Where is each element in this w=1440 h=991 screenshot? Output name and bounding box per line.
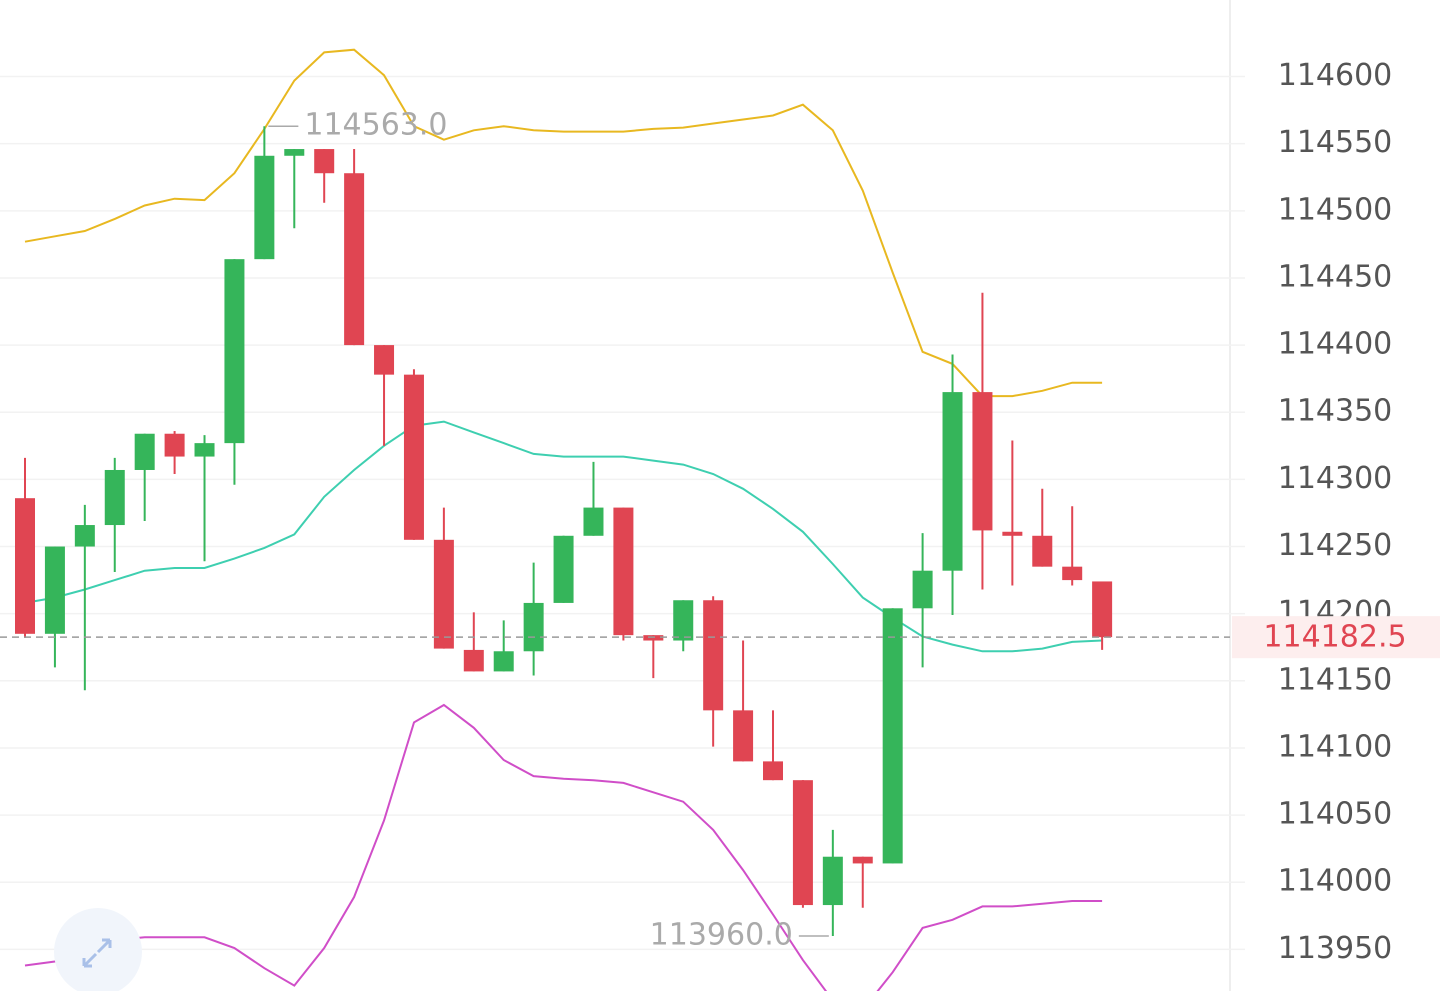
candle-body	[1002, 531, 1023, 536]
candle-body	[1092, 581, 1113, 638]
candle-body	[433, 539, 454, 649]
candle-body	[583, 507, 604, 536]
candle-body	[254, 155, 275, 260]
candle-body	[493, 651, 514, 672]
candle-body	[44, 546, 65, 634]
candle-body	[792, 780, 813, 906]
candle-body	[104, 469, 125, 526]
last-price-tag	[1232, 616, 1440, 659]
y-tick-label: 114100	[1278, 729, 1393, 764]
y-tick-label: 114250	[1278, 528, 1393, 563]
candle-body	[374, 345, 395, 375]
candle-body	[673, 600, 694, 641]
y-tick-label: 114500	[1278, 192, 1393, 227]
candle-body	[314, 149, 335, 174]
candle-body	[972, 392, 993, 531]
y-tick-label: 114000	[1278, 864, 1393, 899]
y-tick-label: 114350	[1278, 394, 1393, 429]
y-tick-label: 114300	[1278, 461, 1393, 496]
candle-body	[224, 259, 245, 444]
candle-body	[284, 149, 305, 156]
candle-body	[523, 602, 544, 652]
expand-button[interactable]	[54, 908, 142, 991]
min-label: 113960.0	[650, 917, 793, 952]
candle-body	[134, 433, 155, 470]
candle-body	[194, 443, 215, 457]
band-line	[24, 703, 1103, 991]
candle-body	[1062, 566, 1083, 581]
candle-body	[613, 507, 634, 636]
candle-body	[852, 856, 873, 864]
candle-body	[553, 535, 574, 603]
candle-body	[344, 173, 365, 346]
candle-body	[1032, 535, 1053, 567]
candle-body	[74, 525, 95, 547]
candle-body	[942, 392, 963, 571]
expand-circle[interactable]	[54, 908, 142, 991]
candle-body	[403, 374, 424, 540]
candle-body	[822, 856, 843, 906]
expand-icon[interactable]	[82, 938, 112, 968]
band-line	[24, 48, 1103, 398]
y-tick-label: 114550	[1278, 125, 1393, 160]
candle-body	[912, 570, 933, 609]
max-label: 114563.0	[304, 108, 447, 143]
candle-body	[763, 761, 783, 781]
y-tick-label: 113950	[1278, 931, 1393, 966]
candle-body	[15, 498, 35, 634]
y-tick-label: 114400	[1278, 327, 1393, 362]
y-tick-label: 114600	[1278, 58, 1393, 93]
candle-body	[882, 608, 903, 864]
candle-body	[463, 649, 484, 672]
y-tick-label: 114050	[1278, 797, 1393, 832]
last-price-label: 114182.5	[1263, 620, 1406, 655]
candle-body	[703, 600, 724, 711]
candle-body	[164, 433, 185, 457]
y-tick-label: 114150	[1278, 662, 1393, 697]
candle-body	[733, 710, 754, 762]
y-tick-label: 114450	[1278, 259, 1393, 294]
